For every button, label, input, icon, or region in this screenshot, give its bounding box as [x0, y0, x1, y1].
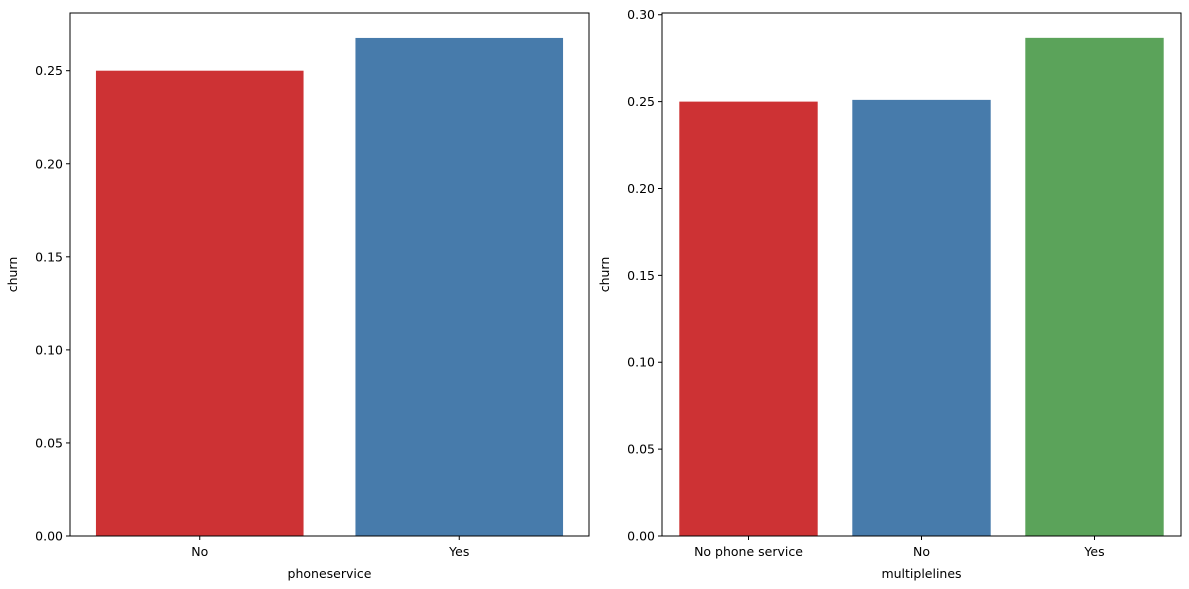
x-tick-label: No	[913, 544, 930, 559]
y-tick-label: 0.10	[35, 342, 63, 357]
x-tick-label: Yes	[1083, 544, 1104, 559]
bar	[679, 101, 818, 536]
y-tick-label: 0.00	[35, 529, 63, 544]
chart-multiplelines: 0.00 0.05 0.10 0.15 0.20 0.25 0.30 No phone se…	[597, 7, 1182, 581]
y-axis-label: churn	[5, 257, 20, 293]
x-tick-label: Yes	[448, 544, 469, 559]
y-tick-label: 0.15	[627, 268, 655, 283]
y-tick-label: 0.05	[627, 442, 655, 457]
y-tick-label: 0.25	[35, 63, 63, 78]
y-tick-label: 0.10	[627, 355, 655, 370]
x-tick-label: No phone service	[694, 544, 803, 559]
bar	[1025, 37, 1164, 537]
x-tick-label: No	[191, 544, 208, 559]
chart-phoneservice: 0.00 0.05 0.10 0.15 0.20 0.25 No Yes phoneserv…	[5, 12, 590, 581]
y-tick-label: 0.20	[627, 181, 655, 196]
axes-frame	[69, 12, 590, 537]
bar	[95, 70, 304, 536]
x-axis-label: multiplelines	[881, 566, 961, 581]
axes-frame	[661, 12, 1182, 537]
x-axis-label: phoneservice	[288, 566, 372, 581]
y-tick-label: 0.30	[627, 7, 655, 22]
y-axis-label: churn	[597, 257, 612, 293]
y-tick-label: 0.05	[35, 435, 63, 450]
y-tick-label: 0.20	[35, 156, 63, 171]
y-tick-label: 0.00	[627, 529, 655, 544]
bar	[852, 99, 991, 536]
y-tick-label: 0.15	[35, 249, 63, 264]
y-tick-label: 0.25	[627, 94, 655, 109]
bar	[355, 37, 564, 536]
